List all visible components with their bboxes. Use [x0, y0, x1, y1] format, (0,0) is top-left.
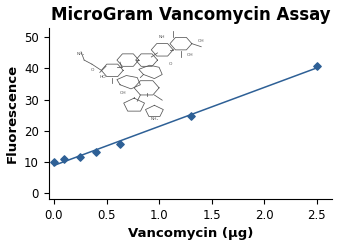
Point: [314, 64, 319, 68]
X-axis label: Vancomycin (μg): Vancomycin (μg): [128, 228, 253, 240]
Point: [188, 114, 193, 118]
Point: [62, 157, 67, 161]
Point: [51, 160, 57, 164]
Title: MicroGram Vancomycin Assay: MicroGram Vancomycin Assay: [51, 6, 330, 24]
Point: [77, 155, 83, 159]
Y-axis label: Fluorescence: Fluorescence: [5, 64, 19, 163]
Point: [93, 150, 99, 154]
Point: [118, 142, 123, 146]
